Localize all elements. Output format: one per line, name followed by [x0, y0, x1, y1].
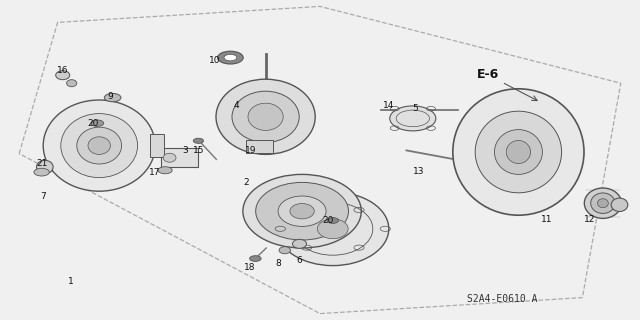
Text: S2A4-E0610 A: S2A4-E0610 A — [467, 294, 538, 304]
Ellipse shape — [277, 192, 389, 266]
Ellipse shape — [390, 106, 436, 131]
Ellipse shape — [495, 130, 543, 174]
Bar — [246, 140, 273, 153]
Ellipse shape — [591, 193, 615, 213]
Ellipse shape — [232, 91, 300, 142]
Ellipse shape — [278, 196, 326, 227]
Text: 21: 21 — [36, 159, 47, 168]
Text: 17: 17 — [149, 168, 161, 177]
Bar — [161, 148, 198, 167]
Circle shape — [193, 138, 204, 143]
Text: 12: 12 — [584, 215, 596, 224]
Text: 6: 6 — [297, 256, 302, 265]
Text: 9: 9 — [108, 92, 113, 100]
Ellipse shape — [61, 114, 138, 178]
Circle shape — [91, 120, 104, 126]
Ellipse shape — [290, 204, 314, 219]
Text: E-6: E-6 — [477, 68, 537, 100]
Ellipse shape — [56, 71, 70, 80]
Text: 20: 20 — [322, 216, 333, 225]
Text: 4: 4 — [234, 101, 239, 110]
Ellipse shape — [248, 103, 283, 131]
Text: 15: 15 — [193, 146, 204, 155]
Circle shape — [34, 168, 49, 176]
Text: 1: 1 — [68, 277, 73, 286]
Text: 7: 7 — [41, 192, 46, 201]
Ellipse shape — [317, 219, 348, 239]
Ellipse shape — [67, 80, 77, 87]
Circle shape — [224, 54, 237, 61]
Text: 16: 16 — [57, 66, 68, 75]
Circle shape — [327, 218, 339, 223]
Ellipse shape — [243, 174, 361, 248]
Text: 13: 13 — [413, 167, 424, 176]
Ellipse shape — [476, 111, 562, 193]
Ellipse shape — [292, 239, 307, 248]
Text: 20: 20 — [87, 119, 99, 128]
Ellipse shape — [584, 188, 621, 219]
Ellipse shape — [611, 198, 628, 212]
Circle shape — [158, 167, 172, 174]
Text: 5: 5 — [412, 104, 417, 113]
Ellipse shape — [453, 89, 584, 215]
Ellipse shape — [506, 140, 531, 164]
Ellipse shape — [255, 182, 349, 240]
Ellipse shape — [598, 199, 609, 208]
Circle shape — [104, 93, 121, 102]
Ellipse shape — [163, 153, 176, 162]
Text: 14: 14 — [383, 101, 395, 110]
Text: 18: 18 — [244, 263, 255, 272]
Text: 8: 8 — [276, 260, 281, 268]
Bar — [150, 134, 164, 157]
Text: 19: 19 — [245, 146, 257, 155]
Ellipse shape — [216, 79, 315, 155]
Ellipse shape — [279, 247, 291, 254]
Ellipse shape — [43, 100, 155, 191]
Text: 2: 2 — [244, 178, 249, 187]
Circle shape — [250, 256, 261, 261]
Ellipse shape — [88, 137, 111, 155]
Circle shape — [218, 51, 243, 64]
Ellipse shape — [77, 127, 122, 164]
Text: 3: 3 — [183, 146, 188, 155]
Text: 10: 10 — [209, 56, 220, 65]
Text: 11: 11 — [541, 215, 553, 224]
Ellipse shape — [36, 160, 53, 174]
